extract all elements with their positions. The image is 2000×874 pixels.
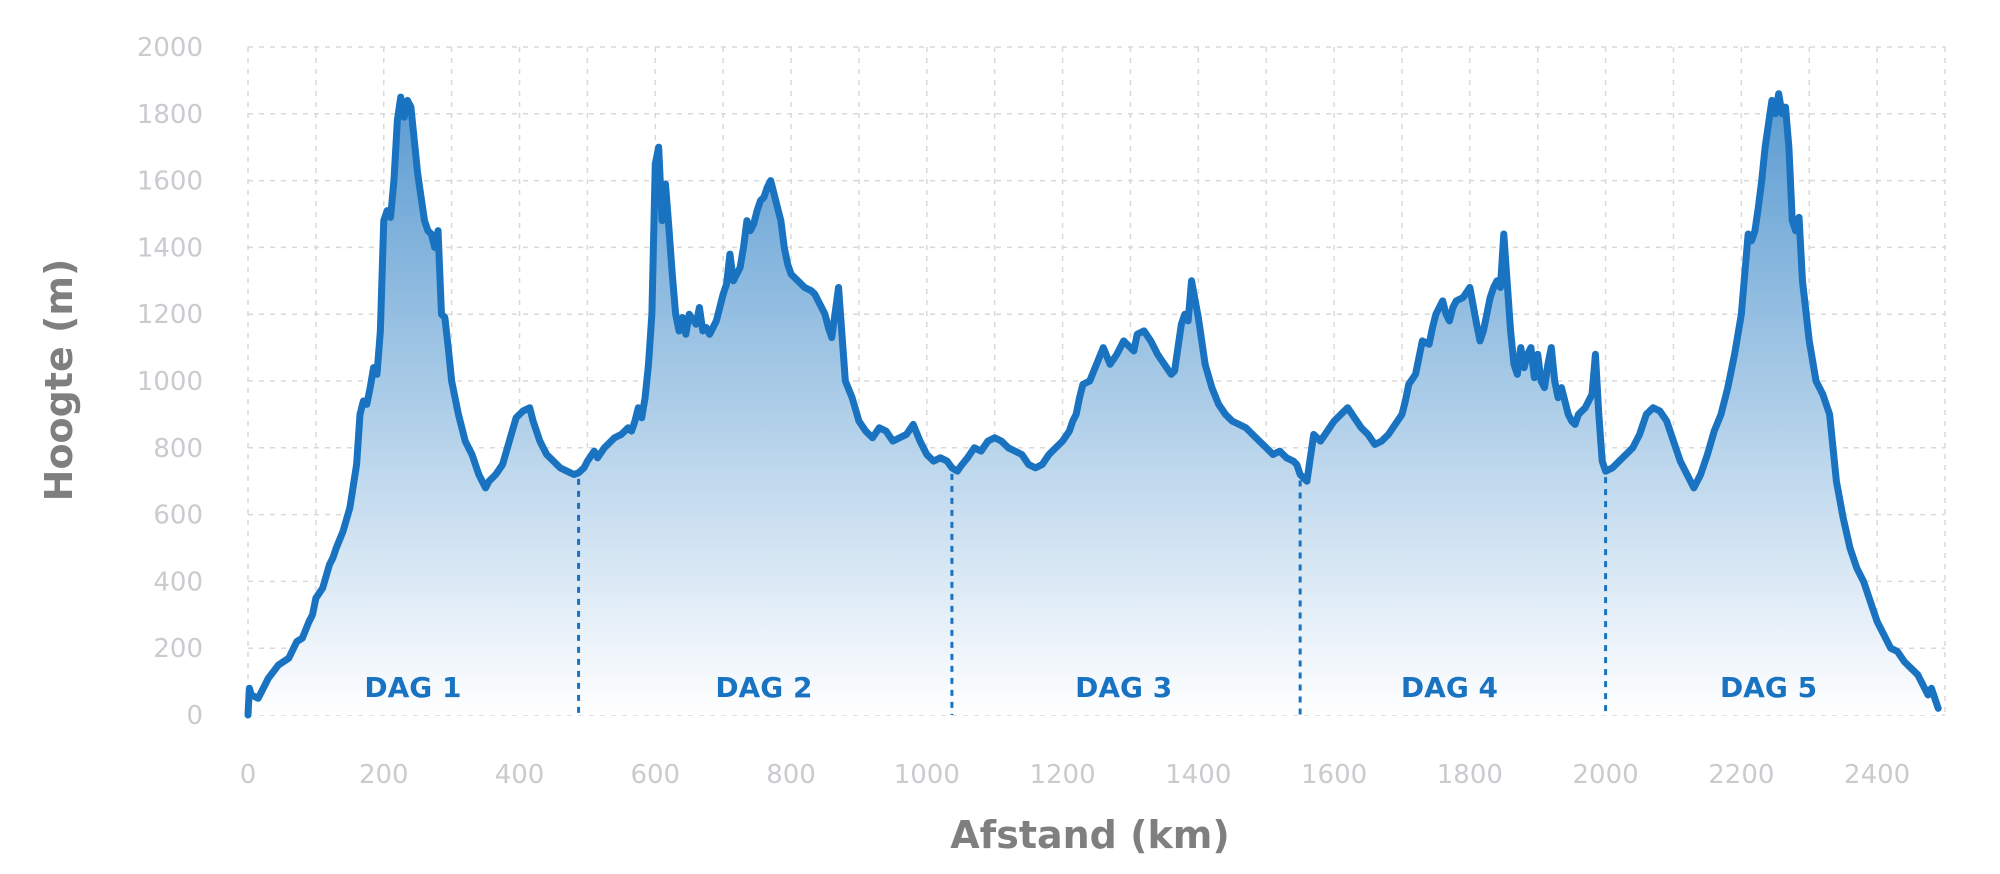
y-tick-label: 1400 — [137, 233, 203, 263]
y-tick-label: 600 — [153, 501, 203, 531]
y-tick-label: 2000 — [137, 33, 203, 63]
day-labels: DAG 1 DAG 2 DAG 3 DAG 4 DAG 5 — [364, 671, 1817, 704]
x-tick-label: 2400 — [1844, 760, 1910, 790]
x-tick-label: 800 — [766, 760, 816, 790]
x-tick-label: 2200 — [1708, 760, 1774, 790]
x-axis-title: Afstand (km) — [950, 813, 1229, 857]
day-label: DAG 3 — [1075, 671, 1172, 704]
x-tick-label: 200 — [359, 760, 409, 790]
day-dividers — [577, 473, 1608, 715]
y-tick-label: 0 — [186, 701, 203, 731]
day-label: DAG 4 — [1401, 671, 1498, 704]
y-tick-label: 1000 — [137, 367, 203, 397]
x-tick-label: 1600 — [1301, 760, 1367, 790]
x-tick-label: 2000 — [1573, 760, 1639, 790]
day-label: DAG 5 — [1720, 671, 1817, 704]
y-tick-label: 1800 — [137, 100, 203, 130]
x-tick-label: 1800 — [1437, 760, 1503, 790]
y-tick-label: 400 — [153, 567, 203, 597]
day-label: DAG 2 — [715, 671, 812, 704]
elevation-line — [244, 90, 1942, 719]
y-axis-title: Hoogte (m) — [37, 259, 81, 502]
x-tick-label: 600 — [630, 760, 680, 790]
plot-area — [244, 90, 1942, 719]
x-tick-label: 1000 — [894, 760, 960, 790]
day-label: DAG 1 — [364, 671, 461, 704]
x-tick-label: 1400 — [1165, 760, 1231, 790]
x-tick-label: 0 — [240, 760, 257, 790]
x-tick-label: 1200 — [1029, 760, 1095, 790]
x-tick-label: 400 — [495, 760, 545, 790]
tick-labels: 0 200 400 600 800 1000 1200 1400 1600 1800 2000 220… — [137, 33, 1910, 790]
y-tick-label: 1600 — [137, 167, 203, 197]
y-tick-label: 1200 — [137, 300, 203, 330]
y-tick-label: 800 — [153, 434, 203, 464]
y-tick-label: 200 — [153, 634, 203, 664]
elevation-area-fill — [248, 93, 1939, 715]
